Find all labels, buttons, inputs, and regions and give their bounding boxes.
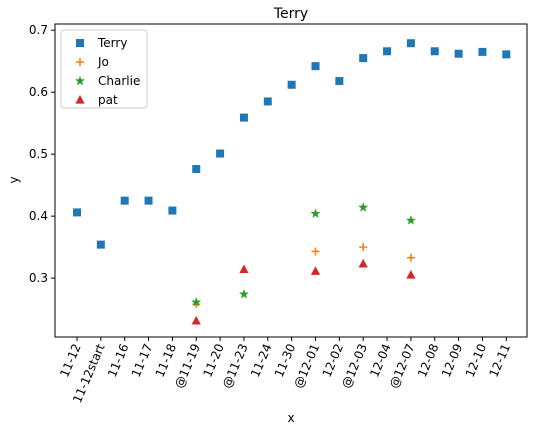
x-tick-label: 11-12: [57, 342, 84, 380]
data-point: [358, 202, 369, 212]
y-axis-label: y: [7, 176, 21, 183]
data-point: [191, 297, 202, 307]
data-point: [310, 208, 321, 218]
data-point: [73, 208, 81, 217]
x-tick-label: 12-11: [487, 342, 514, 380]
y-tick-label: 0.3: [29, 271, 48, 285]
x-axis-label: x: [287, 411, 294, 425]
data-marks: [73, 39, 511, 325]
data-point: [310, 266, 321, 275]
x-tick-label: 11-16: [105, 342, 132, 380]
data-point: [383, 47, 392, 56]
x-tick-label: 12-10: [463, 342, 490, 380]
data-point: [358, 258, 368, 268]
x-tick-label: 11-24: [248, 342, 275, 380]
legend-label: pat: [98, 93, 118, 107]
y-tick-label: 0.7: [29, 23, 48, 37]
data-point: [359, 54, 368, 63]
y-tick-label: 0.6: [29, 85, 48, 99]
x-axis: 11-1211-12start11-1611-1711-18@11-1911-2…: [57, 337, 513, 405]
chart-title: Terry: [273, 6, 308, 22]
x-tick-label: 12-08: [415, 342, 442, 380]
data-point: [405, 215, 416, 225]
data-point: [430, 47, 439, 56]
data-point: [454, 49, 463, 58]
legend-label: Terry: [97, 36, 127, 50]
data-point: [359, 243, 368, 252]
data-point: [192, 165, 201, 174]
y-axis: 0.3 0.4 0.5 0.6 0.7: [29, 23, 55, 285]
data-point: [96, 240, 105, 249]
x-tick-label: 11-18: [153, 342, 180, 380]
legend-frame: [60, 29, 148, 109]
data-point: [311, 247, 320, 256]
x-tick-label: 11-20: [200, 342, 227, 380]
data-point: [239, 289, 249, 299]
data-point: [502, 50, 511, 59]
legend-marker: [76, 58, 84, 66]
data-point: [239, 264, 249, 274]
data-point: [311, 62, 320, 71]
x-tick-label: 12-04: [367, 342, 394, 380]
data-point: [287, 80, 296, 89]
data-point: [144, 196, 153, 205]
legend-marker: [75, 75, 85, 86]
series-charlie: [191, 202, 416, 307]
x-tick-label: 11-30: [272, 342, 299, 380]
data-point: [263, 97, 272, 106]
legend-label: Charlie: [98, 74, 140, 88]
legend-marker: [75, 95, 85, 104]
series-terry: [73, 39, 511, 249]
data-point: [191, 315, 201, 325]
data-point: [406, 270, 416, 279]
series-jo: [192, 243, 415, 309]
legend: Terry Jo Charlie pat: [60, 29, 148, 109]
x-tick-label: 12-02: [320, 342, 347, 380]
legend-marker: [76, 39, 84, 47]
data-point: [239, 113, 248, 122]
x-tick-label: 11-17: [129, 342, 156, 380]
data-point: [335, 77, 344, 86]
data-point: [216, 149, 225, 158]
data-point: [406, 39, 415, 48]
x-tick-label: 12-09: [439, 342, 466, 380]
data-point: [168, 206, 177, 215]
series-pat: [191, 258, 416, 325]
y-tick-label: 0.4: [29, 209, 48, 223]
legend-label: Jo: [97, 55, 109, 69]
data-point: [478, 47, 487, 56]
data-point: [120, 196, 129, 205]
data-point: [406, 253, 415, 262]
y-tick-label: 0.5: [29, 147, 48, 161]
